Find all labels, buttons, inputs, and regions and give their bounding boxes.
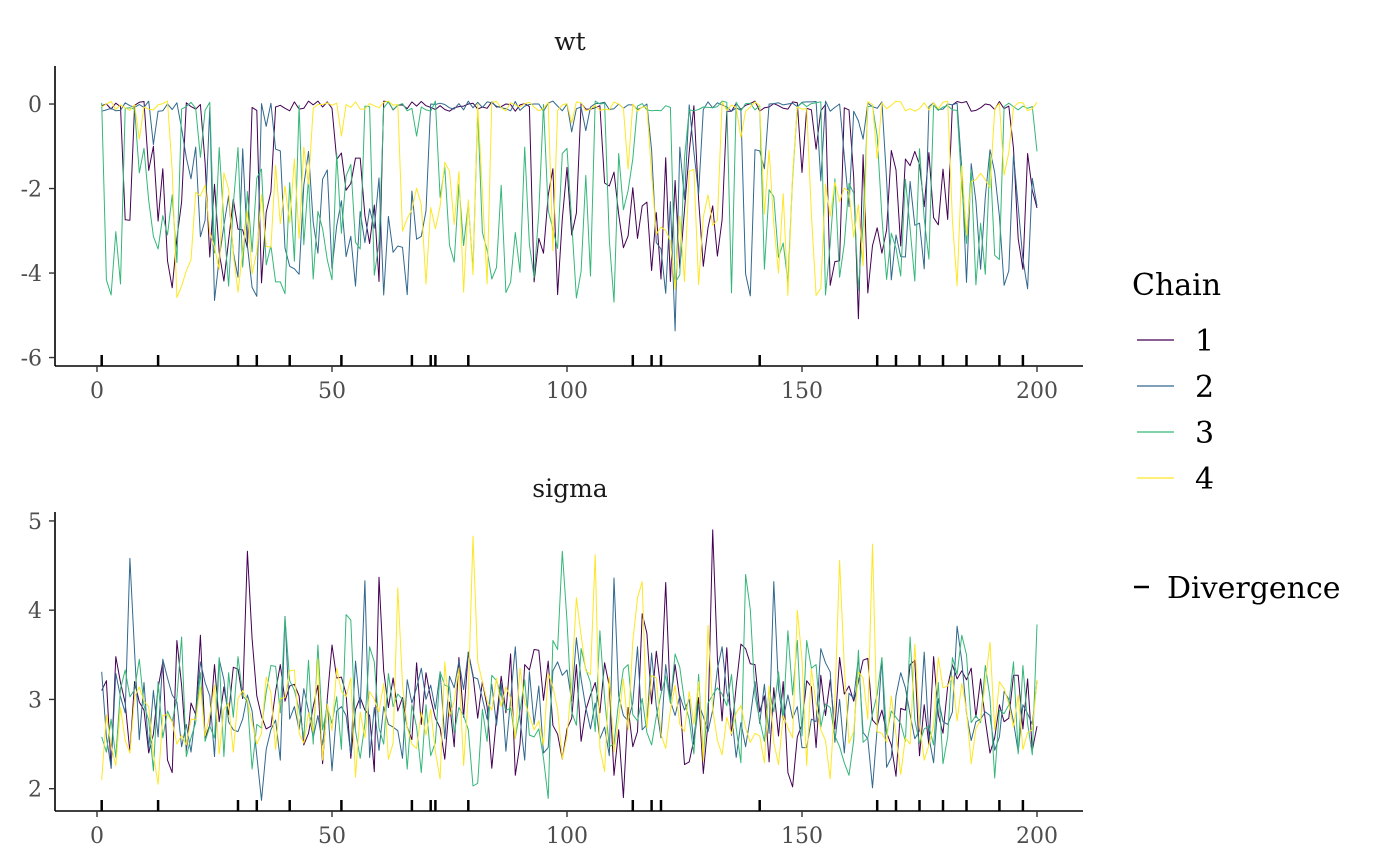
legend-entry-3: 3 — [1137, 416, 1214, 451]
y-tick-label: 3 — [28, 688, 42, 713]
axes-sigma: 0 50 100 150 200 2 3 4 5 — [28, 510, 1083, 849]
series-line-wt-chain-4 — [101, 100, 1038, 298]
x-tick-label: 100 — [546, 379, 588, 404]
x-tick-label: 200 — [1016, 379, 1058, 404]
legend-label-2: 2 — [1195, 370, 1214, 405]
series-line-wt-chain-2 — [101, 100, 1038, 332]
series-line-wt-chain-3 — [101, 100, 1038, 303]
x-tick-label: 100 — [546, 824, 588, 849]
y-tick-label: -2 — [21, 178, 42, 203]
legend-label-4: 4 — [1195, 462, 1214, 497]
series-line-wt-chain-1 — [101, 100, 1038, 320]
x-tick-label: 150 — [781, 379, 823, 404]
y-tick-label: 0 — [28, 93, 42, 118]
series-line-sigma-chain-4 — [101, 535, 1038, 785]
legend-entry-divergence: Divergence — [1134, 571, 1341, 606]
legend-title: Chain — [1132, 268, 1221, 303]
panel-title-sigma: sigma — [532, 474, 608, 503]
series-line-sigma-chain-1 — [101, 529, 1038, 799]
panel-sigma: sigma 0 50 100 150 200 2 3 4 5 — [28, 474, 1083, 849]
y-tick-label: 2 — [28, 778, 42, 803]
x-tick-label: 0 — [90, 824, 104, 849]
y-tick-label: -4 — [21, 262, 42, 287]
series-line-sigma-chain-2 — [101, 557, 1038, 801]
y-tick-label: 5 — [28, 510, 42, 535]
legend-entry-2: 2 — [1137, 370, 1214, 405]
x-tick-label: 200 — [1016, 824, 1058, 849]
x-tick-label: 0 — [90, 379, 104, 404]
y-tick-label: 4 — [28, 599, 42, 624]
legend-label-3: 3 — [1195, 416, 1214, 451]
panel-wt: wt 0 50 100 150 200 0 -2 -4 -6 — [21, 27, 1083, 404]
legend-entry-1: 1 — [1137, 324, 1214, 359]
x-tick-label: 150 — [781, 824, 823, 849]
series-line-sigma-chain-3 — [101, 550, 1038, 799]
y-tick-label: -6 — [21, 347, 42, 372]
x-tick-label: 50 — [318, 824, 346, 849]
x-tick-label: 50 — [318, 379, 346, 404]
legend-label-divergence: Divergence — [1167, 571, 1341, 606]
axes-wt: 0 50 100 150 200 0 -2 -4 -6 — [21, 66, 1083, 404]
legend-entry-4: 4 — [1137, 462, 1214, 497]
series-group-wt — [101, 100, 1038, 332]
series-group-sigma — [101, 529, 1038, 801]
legend: Chain 1 2 3 4 Divergence — [1132, 268, 1341, 606]
panel-title-wt: wt — [554, 27, 585, 56]
legend-label-1: 1 — [1195, 324, 1214, 359]
